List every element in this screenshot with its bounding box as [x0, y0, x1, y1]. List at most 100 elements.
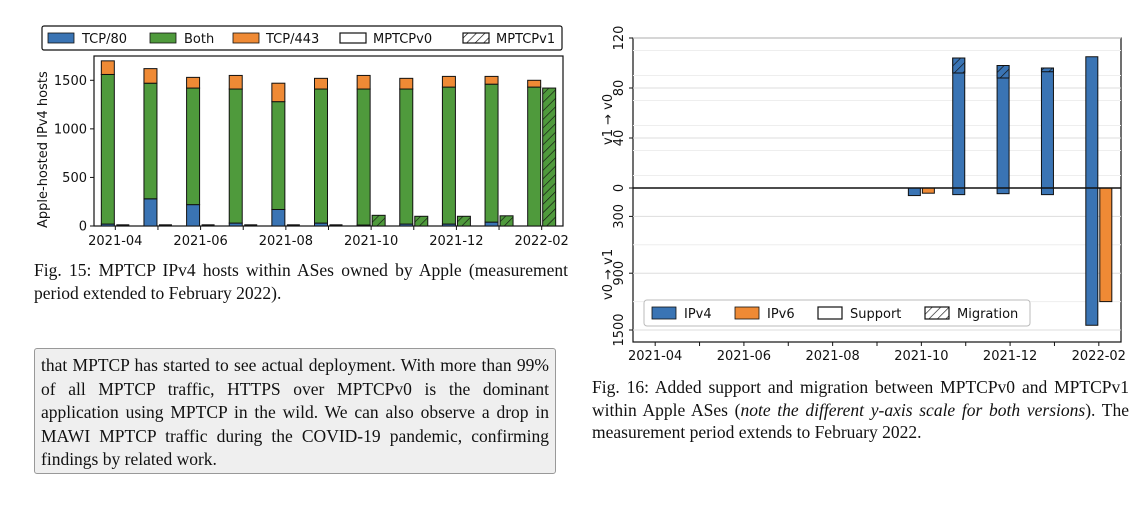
fig15-bar-tcp443 [399, 77, 414, 90]
legend-tcp443: TCP/443 [265, 32, 319, 47]
fig16-ytick-label: 300 [612, 204, 627, 229]
fig15-bar-both [484, 83, 499, 223]
fig15-bar-mptcpv1 [371, 214, 386, 227]
legend-support: Support [850, 307, 901, 322]
fig15-bar-both [100, 73, 115, 225]
fig15-chart: TCP/80 Both TCP/443 MPTCPv0 MPTCPv1 0 500… [36, 25, 569, 249]
legend-tcp80: TCP/80 [81, 32, 127, 47]
fig15-xtick-label: 2021-12 [429, 234, 483, 249]
fig15-bar-both [271, 101, 286, 210]
fig16-bars [907, 56, 1113, 326]
legend-mptcpv0: MPTCPv0 [373, 32, 432, 47]
fig15-bar-tcp443 [314, 77, 328, 90]
fig16-ylabel-top: v1 → v0 [601, 94, 616, 145]
fig15-caption-lead: Fig. 15: [34, 260, 92, 280]
fig16-caption: Fig. 16: Added support and migration bet… [592, 376, 1129, 444]
fig16-bar-ipv4-migration [1040, 67, 1054, 73]
fig15-ytick-label: 1500 [54, 74, 87, 89]
fig15-xtick-label: 2021-04 [88, 234, 142, 249]
fig15-bar-tcp80 [186, 204, 201, 227]
fig16-xtick-label: 2021-10 [894, 349, 948, 364]
fig15-bar-both [143, 82, 158, 200]
legend-mptcpv1: MPTCPv1 [496, 32, 555, 47]
fig16-bar-ipv4-migration [996, 65, 1010, 79]
fig15-ylabel: Apple-hosted IPv4 hosts [36, 71, 51, 228]
fig15-bar-tcp80 [143, 198, 158, 227]
fig16-x-axis: 2021-04 2021-06 2021-08 2021-10 2021-12 2022-… [628, 342, 1126, 364]
fig16-ytick-label: 0 [612, 184, 627, 192]
fig16-bar-ipv4-v0-to-v1 [1085, 187, 1099, 326]
fig16-bar-ipv4-v1-to-v0 [952, 57, 966, 189]
fig15-bar-tcp443 [228, 74, 243, 90]
fig15-bar-mptcpv1 [499, 215, 514, 227]
fig15-bars [100, 60, 557, 227]
fig15-x-axis: 2021-04 2021-06 2021-08 2021-10 2021-12 2022-… [88, 226, 569, 249]
fig15-bar-tcp80 [484, 221, 499, 227]
fig15-bar-tcp80 [271, 208, 286, 227]
fig15-bar-both [356, 88, 371, 226]
fig15-bar-both [314, 88, 328, 224]
fig15-bar-tcp443 [356, 74, 371, 90]
fig16-xtick-label: 2021-08 [805, 349, 859, 364]
fig15-bar-both [228, 88, 243, 224]
fig15-bar-tcp443 [100, 60, 115, 75]
fig16-legend: IPv4 IPv6 Support Migration [643, 299, 1031, 327]
fig15-bar-tcp443 [186, 76, 201, 89]
fig16-y-axis: 0 40 80 120 300 900 1500 [612, 26, 633, 347]
fig16-ytick-label: 900 [612, 261, 627, 286]
fig15-bar-mptcpv1 [542, 87, 557, 227]
fig15-bar-tcp443 [484, 75, 499, 85]
fig16-bar-ipv4-v0-to-v1 [952, 187, 966, 196]
legend-ipv6: IPv6 [767, 307, 795, 322]
body-text-box: that MPTCP has started to see actual dep… [34, 348, 556, 474]
fig15-caption: Fig. 15: MPTCP IPv4 hosts within ASes ow… [34, 259, 568, 304]
legend-both: Both [184, 32, 214, 47]
fig15-bar-tcp443 [527, 79, 542, 88]
fig15-bar-both [441, 86, 456, 225]
fig15-bar-both [399, 88, 414, 225]
fig15-xtick-label: 2021-06 [173, 234, 227, 249]
fig16-caption-text-b: ). The measurement period extends to Feb… [592, 399, 1129, 443]
fig16-ytick-label: 40 [612, 130, 627, 147]
legend-ipv4: IPv4 [684, 307, 712, 322]
fig16-bar-ipv6-v0-to-v1 [1099, 187, 1113, 303]
fig16-chart: 0 40 80 120 300 900 1500 2021-04 2021-06 2021-08… [601, 26, 1126, 364]
fig16-ytick-label: 80 [612, 80, 627, 97]
fig16-caption-lead: Fig. 16: [592, 377, 649, 397]
body-text: that MPTCP has started to see actual dep… [41, 355, 549, 469]
fig16-bar-ipv4-v0-to-v1 [907, 187, 921, 197]
fig16-bar-ipv4-v1-to-v0 [1040, 67, 1054, 189]
fig15-bar-tcp443 [441, 75, 456, 88]
fig16-caption-text-a: Added support and migration between MPTC… [592, 377, 1129, 420]
fig15-bar-tcp443 [271, 82, 286, 103]
fig15-xtick-label: 2021-08 [259, 234, 313, 249]
fig16-ylabel-bottom: v0 → v1 [601, 249, 616, 300]
fig16-xtick-label: 2021-12 [983, 349, 1037, 364]
legend-migration: Migration [957, 307, 1018, 322]
fig15-bar-mptcpv1 [414, 215, 429, 227]
fig16-ytick-label: 1500 [612, 313, 627, 346]
fig15-ytick-label: 1000 [54, 122, 87, 137]
fig16-xtick-label: 2021-04 [628, 349, 682, 364]
fig16-bar-ipv4-v0-to-v1 [1040, 187, 1054, 196]
fig15-ytick-label: 500 [62, 171, 87, 186]
fig16-grid [633, 37, 1121, 331]
fig15-bar-both [527, 86, 542, 227]
fig15-xtick-label: 2022-02 [515, 234, 569, 249]
fig15-caption-text: MPTCP IPv4 hosts within ASes owned by Ap… [34, 260, 568, 303]
fig16-bar-ipv4-v0-to-v1 [996, 187, 1010, 195]
fig15-y-axis: 0 500 1000 1500 [54, 74, 94, 235]
fig15-bar-tcp443 [143, 68, 158, 84]
fig16-bar-ipv4-v1-to-v0 [996, 65, 1010, 189]
fig16-bar-ipv4-migration [952, 57, 966, 74]
fig15-bar-both [186, 87, 201, 206]
fig15-xtick-label: 2021-10 [344, 234, 398, 249]
fig16-xtick-label: 2021-06 [717, 349, 771, 364]
fig16-bar-ipv4-v1-to-v0 [1085, 56, 1099, 189]
fig16-ytick-label: 120 [612, 26, 627, 51]
fig16-caption-emphasis: note the different y-axis scale for both… [740, 399, 1086, 420]
fig15-ytick-label: 0 [79, 220, 87, 235]
fig15-legend: TCP/80 Both TCP/443 MPTCPv0 MPTCPv1 [41, 25, 563, 51]
fig16-xtick-label: 2022-02 [1072, 349, 1126, 364]
